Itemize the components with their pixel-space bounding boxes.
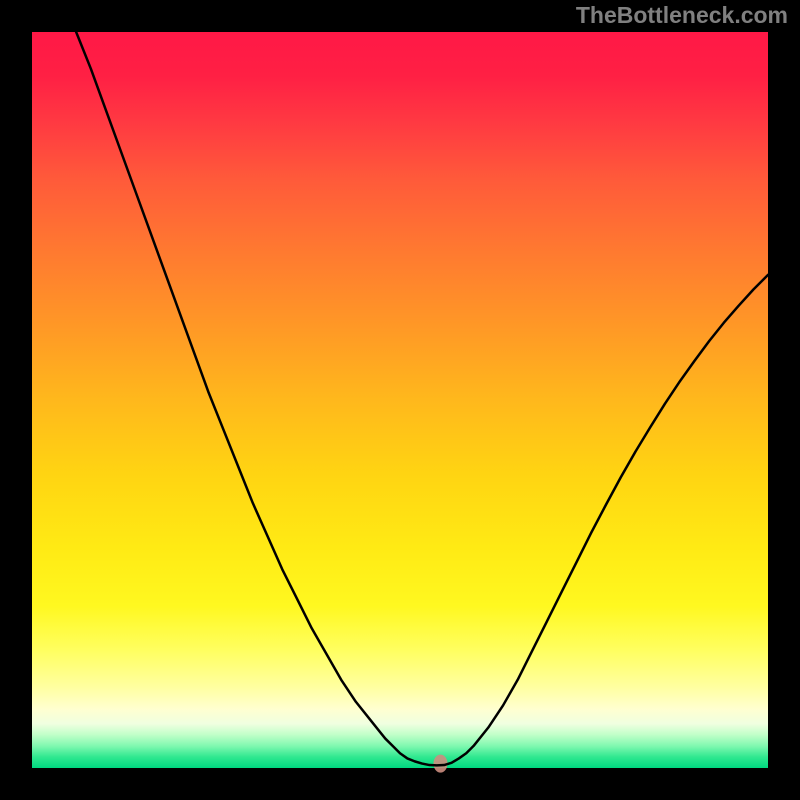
chart-container: TheBottleneck.com [0, 0, 800, 800]
chart-background-gradient [32, 32, 768, 768]
bottleneck-chart [0, 0, 800, 800]
